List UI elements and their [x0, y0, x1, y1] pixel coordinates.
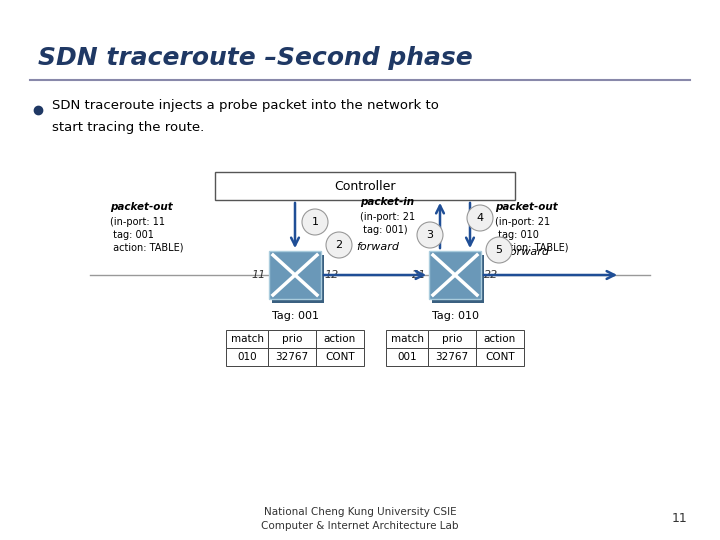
Text: 22: 22: [484, 270, 498, 280]
Text: Tag: 001: Tag: 001: [271, 311, 318, 321]
Text: prio: prio: [442, 334, 462, 344]
Text: action: TABLE): action: TABLE): [495, 243, 569, 253]
Bar: [428, 348, 476, 366]
Text: 11: 11: [252, 270, 266, 280]
Text: packet-out: packet-out: [110, 202, 173, 212]
Bar: [316, 348, 364, 366]
Bar: [386, 348, 428, 366]
Text: (in-port: 11: (in-port: 11: [110, 217, 165, 227]
Bar: [429, 251, 481, 299]
Text: packet-out: packet-out: [495, 202, 558, 212]
Circle shape: [486, 237, 512, 263]
Text: National Cheng Kung University CSIE: National Cheng Kung University CSIE: [264, 507, 456, 517]
Text: 001: 001: [397, 352, 417, 362]
Text: 11: 11: [672, 512, 688, 525]
Text: tag: 001: tag: 001: [110, 230, 154, 240]
Circle shape: [467, 205, 493, 231]
Text: action: action: [484, 334, 516, 344]
Text: prio: prio: [282, 334, 302, 344]
Text: forward: forward: [356, 242, 399, 252]
Text: forward: forward: [506, 247, 549, 257]
Text: (in-port: 21: (in-port: 21: [495, 217, 550, 227]
Bar: [386, 330, 428, 348]
Circle shape: [302, 209, 328, 235]
Text: CONT: CONT: [485, 352, 515, 362]
Text: 010: 010: [237, 352, 257, 362]
Text: tag: 001): tag: 001): [360, 225, 408, 235]
Circle shape: [326, 232, 352, 258]
Text: 1: 1: [312, 217, 318, 227]
Bar: [476, 348, 524, 366]
Bar: [226, 348, 268, 366]
Circle shape: [417, 222, 443, 248]
Text: 32767: 32767: [276, 352, 309, 362]
Text: action: TABLE): action: TABLE): [110, 243, 184, 253]
Text: Computer & Internet Architecture Lab: Computer & Internet Architecture Lab: [261, 521, 459, 531]
Text: 12: 12: [324, 270, 338, 280]
Text: start tracing the route.: start tracing the route.: [52, 120, 204, 133]
Bar: [476, 330, 524, 348]
Text: SDN traceroute injects a probe packet into the network to: SDN traceroute injects a probe packet in…: [52, 99, 439, 112]
Bar: [316, 330, 364, 348]
Text: 2: 2: [336, 240, 343, 250]
Text: 32767: 32767: [436, 352, 469, 362]
Text: Tag: 010: Tag: 010: [431, 311, 479, 321]
Text: Controller: Controller: [334, 179, 396, 192]
Bar: [268, 330, 316, 348]
Text: SDN traceroute –Second phase: SDN traceroute –Second phase: [38, 46, 473, 70]
Bar: [268, 348, 316, 366]
Text: 5: 5: [495, 245, 503, 255]
Text: 4: 4: [477, 213, 484, 223]
Text: match: match: [230, 334, 264, 344]
Bar: [215, 172, 515, 200]
Bar: [226, 330, 268, 348]
Text: 21: 21: [412, 270, 426, 280]
Text: action: action: [324, 334, 356, 344]
Text: 3: 3: [426, 230, 433, 240]
Bar: [432, 255, 484, 303]
Bar: [428, 330, 476, 348]
Text: (in-port: 21: (in-port: 21: [360, 212, 415, 222]
Text: tag: 010: tag: 010: [495, 230, 539, 240]
Bar: [272, 255, 324, 303]
Bar: [269, 251, 321, 299]
Text: match: match: [390, 334, 423, 344]
Text: CONT: CONT: [325, 352, 355, 362]
Text: packet-in: packet-in: [360, 197, 414, 207]
